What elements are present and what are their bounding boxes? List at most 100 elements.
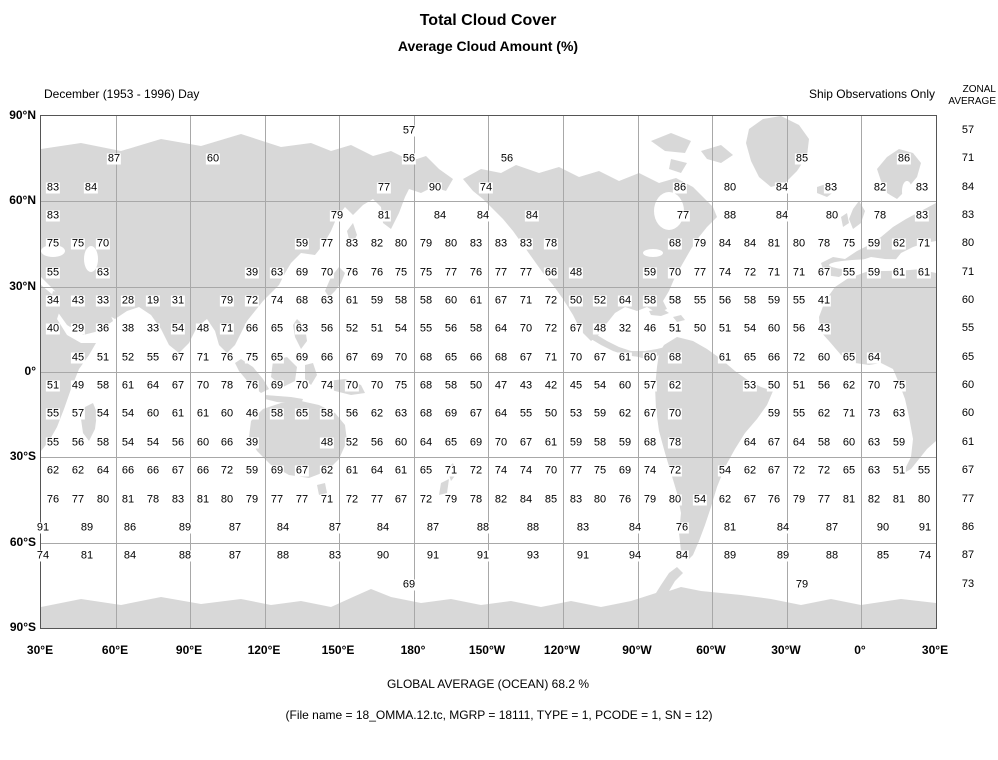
cloud-amount-value: 78 [468,493,484,506]
zonal-average-value: 77 [961,493,975,505]
cloud-amount-value: 55 [791,294,807,307]
cloud-amount-value: 56 [344,407,360,420]
cloud-amount-value: 62 [70,464,86,477]
longitude-tick-label: 60°W [696,643,726,657]
zonal-average-value: 67 [961,464,975,476]
cloud-amount-value: 62 [891,237,907,250]
cloud-amount-value: 60 [766,322,782,335]
cloud-amount-value: 87 [824,521,840,534]
source-label: Ship Observations Only [808,87,935,101]
cloud-amount-value: 58 [418,294,434,307]
cloud-amount-value: 78 [543,237,559,250]
cloud-amount-value: 48 [319,436,335,449]
cloud-amount-value: 57 [70,407,86,420]
cloud-amount-value: 84 [475,209,491,222]
cloud-amount-value: 67 [170,351,186,364]
latitude-tick-label: 30°N [9,279,36,293]
cloud-amount-value: 75 [592,464,608,477]
cloud-amount-value: 77 [376,181,392,194]
cloud-amount-value: 83 [575,521,591,534]
cloud-amount-value: 67 [170,379,186,392]
cloud-amount-value: 62 [742,464,758,477]
cloud-amount-value: 51 [95,351,111,364]
cloud-amount-value: 66 [120,464,136,477]
cloud-amount-value: 69 [401,578,417,591]
cloud-amount-value: 28 [120,294,136,307]
cloud-amount-value: 76 [369,266,385,279]
cloud-amount-value: 79 [219,294,235,307]
longitude-tick-label: 30°E [921,643,949,657]
cloud-amount-value: 83 [914,181,930,194]
cloud-amount-value: 60 [219,407,235,420]
cloud-amount-value: 62 [45,464,61,477]
cloud-amount-value: 61 [891,266,907,279]
cloud-amount-value: 80 [393,237,409,250]
cloud-amount-value: 68 [667,351,683,364]
cloud-amount-value: 72 [468,464,484,477]
cloud-amount-value: 50 [468,379,484,392]
cloud-amount-value: 83 [518,237,534,250]
cloud-amount-value: 64 [866,351,882,364]
cloud-amount-value: 61 [120,379,136,392]
cloud-amount-value: 76 [244,379,260,392]
cloud-amount-value: 65 [443,436,459,449]
cloud-amount-value: 71 [195,351,211,364]
cloud-amount-value: 52 [344,436,360,449]
cloud-amount-value: 81 [195,493,211,506]
cloud-amount-value: 68 [493,351,509,364]
cloud-amount-value: 64 [493,407,509,420]
cloud-amount-value: 60 [195,436,211,449]
cloud-amount-value: 66 [219,436,235,449]
cloud-amount-value: 31 [170,294,186,307]
cloud-amount-value: 45 [568,379,584,392]
cloud-amount-value: 83 [327,549,343,562]
cloud-amount-value: 58 [269,407,285,420]
cloud-amount-value: 60 [145,407,161,420]
cloud-amount-value: 42 [543,379,559,392]
cloud-amount-value: 49 [70,379,86,392]
cloud-amount-value: 67 [816,266,832,279]
cloud-amount-value: 46 [244,407,260,420]
cloud-amount-value: 68 [294,294,310,307]
latitude-tick-label: 60°S [9,535,36,549]
cloud-amount-value: 56 [401,152,417,165]
cloud-amount-value: 89 [79,521,95,534]
cloud-amount-value: 58 [443,379,459,392]
longitude-tick-label: 90°E [175,643,203,657]
cloud-amount-value: 77 [493,266,509,279]
cloud-amount-value: 88 [525,521,541,534]
cloud-amount-value: 75 [418,266,434,279]
cloud-amount-value: 74 [917,549,933,562]
cloud-amount-value: 87 [227,549,243,562]
cloud-amount-value: 91 [575,549,591,562]
cloud-amount-value: 79 [443,493,459,506]
cloud-amount-value: 63 [891,407,907,420]
cloud-amount-value: 48 [195,322,211,335]
cloud-amount-value: 61 [170,407,186,420]
cloud-amount-value: 70 [294,379,310,392]
cloud-amount-value: 65 [294,407,310,420]
cloud-amount-value: 53 [568,407,584,420]
gridline-parallel [41,201,936,202]
cloud-amount-value: 70 [543,464,559,477]
cloud-amount-value: 60 [816,351,832,364]
cloud-amount-value: 66 [244,322,260,335]
cloud-amount-value: 67 [592,351,608,364]
cloud-amount-value: 60 [393,436,409,449]
cloud-amount-value: 50 [692,322,708,335]
cloud-amount-value: 59 [617,436,633,449]
latitude-tick-label: 30°S [9,449,36,463]
cloud-amount-value: 55 [916,464,932,477]
cloud-amount-value: 75 [891,379,907,392]
cloud-amount-value: 78 [667,436,683,449]
zonal-average-value: 83 [961,209,975,221]
cloud-amount-value: 77 [675,209,691,222]
cloud-amount-value: 65 [418,464,434,477]
cloud-amount-value: 34 [45,294,61,307]
cloud-amount-value: 65 [742,351,758,364]
cloud-amount-value: 54 [170,322,186,335]
cloud-amount-value: 76 [617,493,633,506]
cloud-amount-value: 64 [742,436,758,449]
cloud-amount-value: 75 [393,379,409,392]
cloud-amount-value: 56 [70,436,86,449]
